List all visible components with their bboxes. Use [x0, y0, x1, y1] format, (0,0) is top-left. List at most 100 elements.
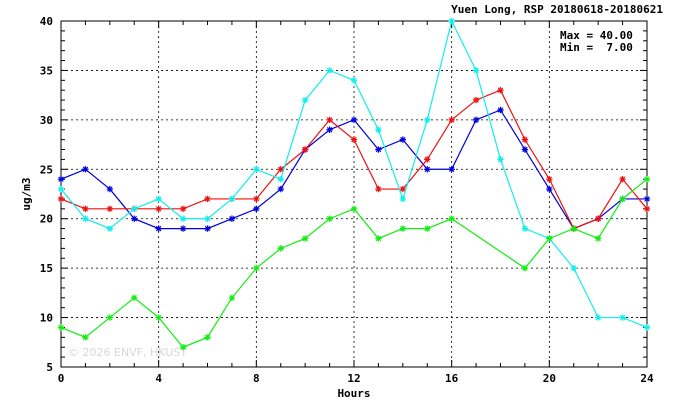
series-4-point: [594, 235, 602, 242]
series-2-point: [179, 205, 187, 213]
series-2-point: [350, 136, 358, 143]
series-2-point: [326, 116, 333, 124]
y-tick-label: 20: [40, 213, 53, 226]
y-tick-label: 15: [40, 262, 53, 275]
x-tick-label: 20: [543, 372, 556, 385]
y-tick-label: 35: [40, 64, 53, 77]
series-3-point: [399, 195, 407, 203]
series-3-point: [57, 185, 65, 193]
series-1-point: [155, 225, 162, 232]
series-4-point: [546, 235, 553, 242]
series-3-point: [106, 225, 114, 232]
x-tick-label: 4: [155, 372, 162, 385]
series-3-point: [204, 215, 211, 222]
series-3-point: [448, 17, 455, 25]
series-1-point: [399, 136, 407, 143]
series-2-point: [643, 205, 651, 213]
series-2-point: [448, 116, 455, 124]
series-3-point: [253, 166, 260, 173]
series-4-point: [448, 215, 455, 222]
series-4-point: [82, 334, 89, 341]
series-3-point: [472, 67, 480, 74]
series-3-point: [619, 314, 626, 321]
series-2-point: [399, 185, 407, 193]
series-1-point: [375, 146, 382, 153]
series-1-point: [472, 116, 480, 124]
series-1-point: [131, 215, 138, 222]
series-1-point: [326, 126, 333, 133]
x-tick-label: 12: [347, 372, 360, 385]
y-tick-label: 30: [40, 114, 53, 127]
series-3-point: [228, 195, 236, 203]
series-2-point: [521, 136, 529, 143]
y-tick-label: 25: [40, 163, 53, 176]
series-3-point: [375, 126, 382, 133]
series-4-point: [301, 235, 309, 242]
series-4-point: [643, 175, 651, 183]
series-3-point: [326, 67, 333, 74]
series-4-point: [106, 314, 114, 321]
series-1-point: [57, 175, 65, 183]
series-1-point: [82, 166, 89, 173]
series-3-point: [424, 116, 431, 124]
series-1-point: [204, 225, 211, 232]
series-2-point: [277, 166, 284, 173]
series-1-point: [497, 106, 504, 114]
series-4-point: [399, 225, 407, 232]
y-tick-label: 5: [46, 361, 53, 374]
series-2-point: [57, 195, 65, 203]
series-3-point: [643, 324, 651, 331]
series-3-point: [277, 175, 284, 183]
series-1-point: [228, 215, 236, 222]
series-4-point: [253, 264, 260, 272]
series-3-point: [594, 314, 602, 321]
series-3-point: [350, 77, 358, 84]
series-4-point: [619, 195, 626, 203]
series-2-point: [497, 87, 504, 94]
series-2-point: [619, 175, 626, 183]
series-1-point: [643, 195, 651, 203]
x-tick-label: 16: [445, 372, 459, 385]
series-4-point: [155, 314, 162, 321]
min-label: Min = 7.00: [560, 41, 633, 54]
series-4-point: [131, 294, 138, 301]
series-1-point: [179, 225, 187, 232]
series-3-point: [521, 225, 529, 232]
series-2-point: [546, 175, 553, 183]
series-4-point: [277, 245, 284, 252]
series-4-point: [350, 205, 358, 213]
y-axis-label: ug/m3: [20, 177, 33, 210]
series-4-point: [570, 225, 577, 232]
series-2-point: [472, 96, 480, 104]
series-2-point: [301, 146, 309, 153]
series-1-point: [448, 166, 455, 173]
series-4-point: [424, 225, 431, 232]
series-1-point: [253, 205, 260, 213]
plot-area: 0 4 8 12 16 20 24 5 10 15 20 25 30 35 40: [40, 15, 654, 385]
series-2-point: [82, 205, 89, 213]
series-2-point: [375, 185, 382, 193]
x-tick-label: 8: [253, 372, 260, 385]
y-tick-label: 40: [40, 15, 53, 28]
series-2-point: [253, 195, 260, 203]
series-4-point: [375, 235, 382, 242]
series-2-point: [424, 156, 431, 163]
series-3-point: [131, 205, 138, 213]
chart-title: Yuen Long, RSP 20180618-20180621: [451, 3, 663, 16]
series-1-point: [277, 185, 284, 193]
x-axis-label: Hours: [337, 387, 370, 400]
series-4-point: [228, 294, 236, 301]
series-3-point: [82, 215, 89, 222]
watermark: © 2026 ENVF, HKUST: [68, 346, 187, 359]
series-3-point: [179, 215, 187, 222]
series-2-point: [155, 205, 162, 213]
series-1-point: [424, 166, 431, 173]
series-2-point: [106, 205, 114, 213]
x-tick-label: 0: [58, 372, 65, 385]
series-4-point: [326, 215, 333, 222]
series-1-point: [546, 185, 553, 193]
series-1-point: [521, 146, 529, 153]
series-2-point: [594, 215, 602, 222]
